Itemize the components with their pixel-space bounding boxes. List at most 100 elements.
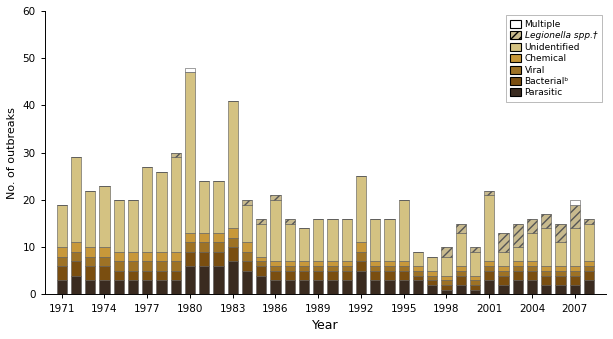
Bar bbox=[85, 191, 96, 247]
Bar bbox=[541, 228, 551, 266]
Bar bbox=[455, 224, 466, 233]
Bar bbox=[327, 266, 338, 271]
Bar bbox=[56, 266, 67, 280]
Bar bbox=[270, 266, 281, 271]
Bar bbox=[185, 68, 195, 72]
Bar bbox=[512, 247, 523, 261]
Bar bbox=[142, 167, 153, 252]
Bar bbox=[242, 200, 252, 205]
Bar bbox=[541, 285, 551, 295]
Bar bbox=[384, 271, 395, 280]
Bar bbox=[455, 276, 466, 285]
Bar bbox=[470, 280, 480, 285]
Bar bbox=[284, 224, 295, 261]
Bar bbox=[85, 247, 96, 257]
Bar bbox=[85, 280, 96, 295]
Bar bbox=[199, 266, 210, 295]
Bar bbox=[441, 285, 452, 290]
Bar bbox=[541, 214, 551, 228]
Bar bbox=[384, 266, 395, 271]
Bar bbox=[370, 280, 380, 295]
Bar bbox=[85, 257, 96, 266]
Bar bbox=[498, 233, 509, 252]
Bar bbox=[441, 290, 452, 295]
Bar bbox=[512, 280, 523, 295]
Bar bbox=[170, 280, 181, 295]
Bar bbox=[170, 261, 181, 271]
Bar bbox=[327, 271, 338, 280]
Bar bbox=[327, 280, 338, 295]
Bar bbox=[71, 157, 81, 242]
Bar bbox=[313, 261, 324, 266]
Bar bbox=[256, 219, 267, 224]
Bar bbox=[128, 252, 138, 261]
Bar bbox=[113, 200, 124, 252]
Bar bbox=[227, 261, 238, 295]
Bar bbox=[170, 153, 181, 157]
Bar bbox=[113, 271, 124, 280]
Bar bbox=[99, 247, 110, 257]
Bar bbox=[170, 157, 181, 252]
Bar bbox=[498, 266, 509, 271]
Bar bbox=[484, 261, 494, 266]
Bar bbox=[156, 261, 167, 271]
Bar bbox=[512, 224, 523, 247]
Bar bbox=[270, 195, 281, 200]
Bar bbox=[256, 276, 267, 295]
Bar bbox=[555, 224, 566, 242]
Bar bbox=[356, 252, 366, 261]
Bar bbox=[527, 271, 537, 280]
Bar bbox=[227, 238, 238, 247]
Bar bbox=[584, 271, 594, 280]
Bar bbox=[555, 285, 566, 295]
Bar bbox=[441, 247, 452, 257]
Bar bbox=[527, 219, 537, 233]
Bar bbox=[427, 257, 437, 271]
Bar bbox=[299, 271, 309, 280]
Bar bbox=[527, 233, 537, 261]
Y-axis label: No. of outbreaks: No. of outbreaks bbox=[7, 107, 17, 199]
Bar bbox=[555, 276, 566, 285]
Bar bbox=[484, 266, 494, 271]
Bar bbox=[341, 261, 352, 266]
Bar bbox=[555, 242, 566, 266]
Bar bbox=[313, 266, 324, 271]
Bar bbox=[569, 271, 580, 276]
Legend: Multiple, Legionella spp.†, Unidentified, Chemical, Viral, Bacterialᵇ, Parasitic: Multiple, Legionella spp.†, Unidentified… bbox=[506, 16, 601, 102]
Bar bbox=[498, 252, 509, 266]
Bar bbox=[584, 219, 594, 224]
Bar bbox=[56, 247, 67, 257]
Bar bbox=[256, 266, 267, 276]
Bar bbox=[199, 242, 210, 252]
Bar bbox=[527, 280, 537, 295]
Bar bbox=[227, 101, 238, 228]
Bar bbox=[370, 261, 380, 266]
Bar bbox=[156, 280, 167, 295]
Bar bbox=[541, 266, 551, 271]
Bar bbox=[284, 280, 295, 295]
Bar bbox=[299, 280, 309, 295]
Bar bbox=[584, 280, 594, 295]
Bar bbox=[113, 261, 124, 271]
Bar bbox=[569, 228, 580, 266]
Bar bbox=[213, 181, 224, 233]
Bar bbox=[156, 271, 167, 280]
X-axis label: Year: Year bbox=[312, 319, 338, 332]
Bar bbox=[427, 280, 437, 285]
Bar bbox=[128, 200, 138, 252]
Bar bbox=[413, 271, 423, 276]
Bar bbox=[413, 276, 423, 280]
Bar bbox=[470, 276, 480, 280]
Bar bbox=[413, 280, 423, 295]
Bar bbox=[370, 266, 380, 271]
Bar bbox=[270, 200, 281, 261]
Bar bbox=[242, 205, 252, 242]
Bar bbox=[313, 219, 324, 261]
Bar bbox=[170, 252, 181, 261]
Bar bbox=[242, 271, 252, 295]
Bar bbox=[213, 242, 224, 252]
Bar bbox=[470, 290, 480, 295]
Bar bbox=[384, 280, 395, 295]
Bar bbox=[327, 219, 338, 261]
Bar bbox=[555, 271, 566, 276]
